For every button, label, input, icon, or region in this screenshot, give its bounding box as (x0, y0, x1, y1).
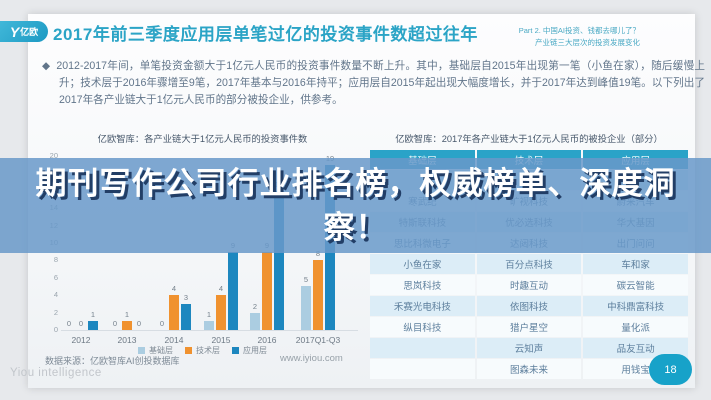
bar-基础层-2017Q1-Q3 (301, 286, 311, 330)
bar-value-label: 5 (303, 275, 309, 284)
body-paragraph-text: 2012-2017年间，单笔投资金额大于1亿元人民币的投资事件数量不断上升。其中… (56, 60, 705, 107)
legend-swatch-icon (232, 347, 239, 354)
x-tick: 2015 (211, 335, 231, 345)
bar-value-label: 1 (124, 310, 130, 319)
body-paragraph: ◆ 2012-2017年间，单笔投资金额大于1亿元人民币的投资事件数量不断上升。其… (42, 58, 705, 109)
bar-基础层-2015 (204, 321, 214, 330)
y-tick: 2 (53, 307, 58, 317)
bar-value-label: 4 (171, 284, 177, 293)
legend-label: 应用层 (243, 346, 267, 355)
bar-技术层-2015 (216, 295, 226, 330)
page-number-badge: 18 (649, 354, 692, 385)
banner-overlay: 期刊写作公司行业排名榜，权威榜单、深度洞 察！ (0, 158, 711, 253)
legend-label: 基础层 (149, 346, 173, 355)
legend-swatch-icon (185, 347, 192, 354)
banner-text-line1: 期刊写作公司行业排名榜，权威榜单、深度洞 (35, 165, 676, 201)
y-tick: 0 (53, 325, 58, 334)
y-tick: 20 (49, 151, 58, 160)
diamond-bullet-icon: ◆ (42, 60, 51, 72)
bar-value-label: 8 (315, 249, 321, 258)
table-cell: 猎户星空 (476, 317, 582, 337)
bar-基础层-2016 (250, 313, 260, 330)
table-cell: 百分点科技 (476, 254, 582, 274)
chart-legend: 基础层 技术层 应用层 (45, 345, 360, 356)
x-tick: 2017Q1-Q3 (295, 335, 341, 345)
bar-value-label: 0 (66, 319, 72, 328)
table-cell: 量化派 (583, 317, 688, 337)
part-label: Part 2. 中国AI投资、钱都去哪儿了？ 产业链三大层次的投资发展变化 (519, 25, 640, 48)
bar-value-label: 4 (218, 284, 224, 293)
table-cell: 思岚科技 (370, 275, 475, 295)
legend-item: 技术层 (185, 345, 220, 356)
x-tick: 2013 (117, 335, 137, 345)
table-cell: 品友互动 (583, 338, 688, 358)
table-cell: 依图科技 (476, 296, 582, 316)
table-caption: 亿欧智库：2017年各产业链大于1亿元人民币的被投企业（部分） (395, 134, 663, 144)
bar-value-label: 1 (206, 310, 212, 319)
table-cell: 图森未来 (476, 359, 582, 379)
bar-应用层-2016 (274, 191, 284, 330)
legend-item: 基础层 (138, 345, 173, 356)
table-cell (370, 359, 475, 379)
table-cell: 车和家 (583, 254, 688, 274)
bar-value-label: 2 (252, 302, 258, 311)
bar-value-label: 0 (112, 319, 118, 328)
y-tick: 6 (53, 272, 58, 282)
bar-应用层-2012 (88, 321, 98, 330)
legend-item: 应用层 (232, 345, 267, 356)
table-cell: 纵目科技 (370, 317, 475, 337)
bar-应用层-2015 (228, 252, 238, 330)
yiou-logo-icon: Y (9, 23, 20, 40)
bar-技术层-2014 (169, 295, 179, 330)
x-tick: 2012 (71, 335, 91, 345)
table-cell: 禾赛光电科技 (370, 296, 475, 316)
y-tick: 4 (53, 290, 58, 300)
table-cell: 时趣互动 (476, 275, 582, 295)
chart-caption: 亿欧智库：各产业链大于1亿元人民币的投资事件数 (97, 134, 308, 144)
bar-value-label: 0 (136, 319, 142, 328)
part-label-line1: Part 2. 中国AI投资、钱都去哪儿了？ (518, 26, 640, 35)
watermark: Yiou intelligence (10, 367, 102, 379)
table-cell: 碳云智能 (583, 275, 688, 295)
y-tick: 8 (53, 255, 58, 265)
legend-label: 技术层 (196, 346, 220, 355)
bar-技术层-2013 (122, 321, 132, 330)
bar-技术层-2016 (262, 252, 272, 330)
x-tick: 2016 (257, 335, 277, 345)
table-cell (370, 338, 475, 358)
bar-value-label: 1 (90, 310, 96, 319)
table-cell: 中科鼎富科技 (583, 296, 688, 316)
legend-swatch-icon (138, 347, 145, 354)
bar-技术层-2017Q1-Q3 (313, 260, 323, 330)
bar-value-label: 0 (78, 319, 84, 328)
yiou-logo: Y 亿欧 (0, 21, 48, 42)
data-source-note: 数据来源：亿欧智库AI创投数据库 (45, 356, 180, 366)
bar-value-label: 3 (183, 293, 189, 302)
table-cell: 小鱼在家 (370, 254, 475, 274)
website-url: www.iyiou.com (280, 353, 343, 364)
bar-value-label: 0 (159, 319, 165, 328)
yiou-logo-text: 亿欧 (20, 27, 39, 37)
x-axis-line (61, 330, 358, 331)
x-tick: 2014 (164, 335, 184, 345)
slide-title: 2017年前三季度应用层单笔过亿的投资事件数超过往年 (53, 25, 478, 44)
part-label-line2: 产业链三大层次的投资发展变化 (535, 37, 640, 47)
banner-text-line2: 察！ (323, 209, 388, 245)
bar-应用层-2014 (181, 304, 191, 330)
table-cell: 云知声 (476, 338, 582, 358)
